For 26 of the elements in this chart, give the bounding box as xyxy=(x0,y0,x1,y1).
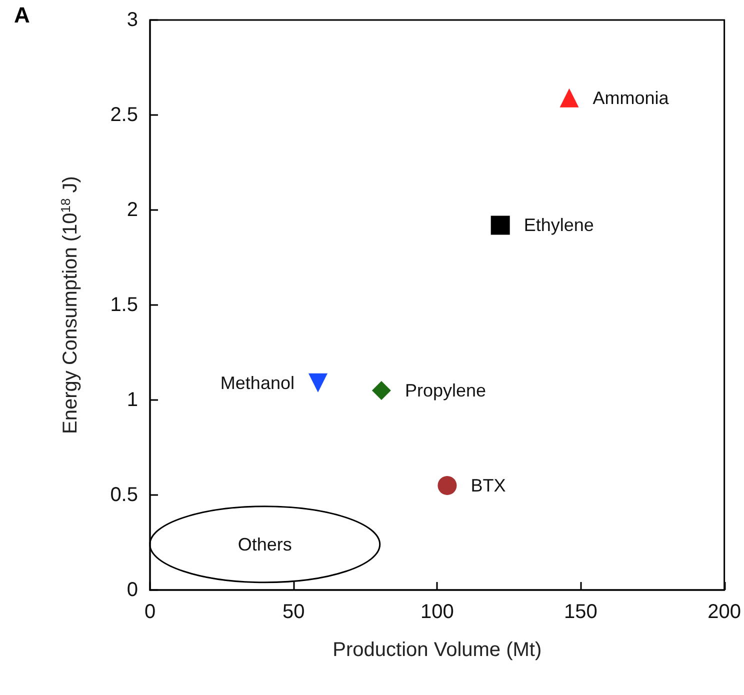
series-label: BTX xyxy=(470,476,506,496)
y-tick-label: 1.5 xyxy=(110,294,138,316)
series-label: Methanol xyxy=(220,372,294,393)
y-tick-label: 0 xyxy=(126,579,138,601)
point xyxy=(560,88,579,108)
x-tick-label: 200 xyxy=(708,601,742,623)
point xyxy=(308,373,328,392)
series-label: Propylene xyxy=(404,380,486,400)
y-tick-label: 3 xyxy=(126,9,138,31)
annotation: Others xyxy=(238,534,292,554)
point xyxy=(372,381,391,400)
text: A xyxy=(14,2,30,28)
y-tick-label: 2.5 xyxy=(110,104,138,126)
point xyxy=(438,476,457,495)
y-tick-label: 0.5 xyxy=(110,484,138,506)
x-tick-label: 50 xyxy=(282,601,305,623)
y-axis-title: Energy Consumption (1018 J) xyxy=(58,176,82,434)
series-label: Ethylene xyxy=(524,215,594,236)
x-axis-title: Production Volume (Mt) xyxy=(332,639,542,661)
point xyxy=(490,216,510,235)
x-tick-label: 150 xyxy=(564,601,598,623)
x-tick-label: 0 xyxy=(144,601,156,623)
y-tick-label: 2 xyxy=(126,199,138,221)
y-tick-label: 1 xyxy=(126,389,138,411)
series-label: Ammonia xyxy=(592,88,670,108)
x-tick-label: 100 xyxy=(420,601,454,623)
